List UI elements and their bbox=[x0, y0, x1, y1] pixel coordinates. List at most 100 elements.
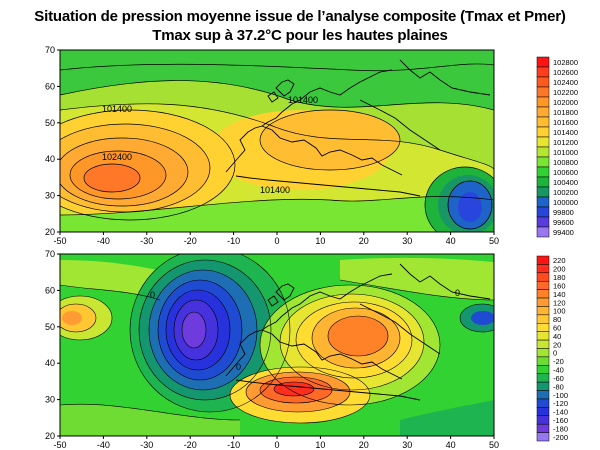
top-map-field bbox=[60, 50, 494, 232]
top-legend-label: 101000 bbox=[553, 148, 578, 157]
bottom-legend-label: 20 bbox=[553, 340, 561, 349]
top-legend-swatch bbox=[536, 56, 550, 68]
top-legend-label: 100200 bbox=[553, 188, 578, 197]
top-legend-label: 99400 bbox=[553, 228, 574, 237]
bottom-legend-swatch bbox=[536, 314, 550, 324]
bottom-legend-label: -40 bbox=[553, 366, 564, 375]
bottom-legend-label: -60 bbox=[553, 374, 564, 383]
bottom-x-tick-label: 20 bbox=[359, 440, 369, 450]
bottom-legend-swatch bbox=[536, 272, 550, 282]
bottom-legend-swatch bbox=[536, 323, 550, 332]
top-x-tick-label: 20 bbox=[359, 236, 369, 246]
top-legend-swatch bbox=[536, 186, 550, 198]
bottom-legend-swatch bbox=[536, 365, 550, 374]
top-legend-label: 99600 bbox=[553, 218, 574, 227]
top-pressure-map: -50 -40 -30 -20 -10 0 10 20 30 40 50 706050403020 … bbox=[45, 45, 578, 246]
bottom-legend-label: -180 bbox=[553, 424, 568, 433]
bottom-map-field bbox=[60, 254, 494, 436]
bottom-y-tick-label: 60 bbox=[45, 285, 55, 295]
top-legend-label: 102400 bbox=[553, 78, 578, 87]
top-legend-swatch bbox=[536, 86, 550, 98]
bottom-legend-swatch bbox=[536, 348, 550, 358]
bottom-legend-label: -120 bbox=[553, 399, 568, 408]
bottom-y-tick-label: 20 bbox=[45, 431, 55, 441]
top-y-tick-label: 70 bbox=[45, 45, 55, 55]
bottom-legend-swatch bbox=[536, 381, 550, 391]
top-legend-swatch bbox=[536, 76, 550, 88]
top-x-tick-label: -40 bbox=[97, 236, 110, 246]
bottom-x-tick-label: -30 bbox=[140, 440, 153, 450]
bottom-legend-swatch bbox=[536, 423, 550, 433]
bottom-legend-swatch bbox=[536, 398, 550, 408]
top-legend-swatch bbox=[536, 206, 550, 218]
bottom-legend-label: 220 bbox=[553, 256, 566, 265]
bottom-x-tick-label: 0 bbox=[274, 440, 279, 450]
top-y-tick-label: 20 bbox=[45, 227, 55, 237]
bottom-legend-label: 0 bbox=[553, 349, 557, 358]
top-x-tick-label: 10 bbox=[315, 236, 325, 246]
figure-title-line1: Situation de pression moyenne issue de l… bbox=[34, 8, 566, 25]
bottom-legend-label: 160 bbox=[553, 281, 566, 290]
top-legend-swatch bbox=[536, 216, 550, 228]
bottom-legend-label: 60 bbox=[553, 323, 561, 332]
top-y-tick-label: 30 bbox=[45, 191, 55, 201]
bottom-x-tick-label: -10 bbox=[227, 440, 240, 450]
bottom-legend-label: -160 bbox=[553, 416, 568, 425]
top-legend-label: 102000 bbox=[553, 98, 578, 107]
bottom-legend-label: -140 bbox=[553, 408, 568, 417]
bottom-legend-label: 40 bbox=[553, 332, 561, 341]
top-legend-label: 99800 bbox=[553, 208, 574, 217]
top-y-axis: 70 60 50 40 30 20 bbox=[45, 45, 60, 237]
bottom-anomaly-map: -50 -40 -30 -20 -10 0 10 20 30 40 50 706050403020 … bbox=[45, 249, 568, 450]
bottom-legend-label: -100 bbox=[553, 391, 568, 400]
bottom-legend-swatch bbox=[536, 280, 550, 290]
bottom-legend-label: 120 bbox=[553, 298, 566, 307]
bottom-legend-label: -80 bbox=[553, 382, 564, 391]
bottom-legend-swatch bbox=[536, 415, 550, 425]
top-x-axis: -50 -40 -30 -20 -10 0 10 20 30 40 50 bbox=[53, 232, 499, 246]
top-legend-swatch bbox=[536, 196, 550, 208]
bottom-contour-label: 0 bbox=[236, 362, 241, 372]
top-y-tick-label: 50 bbox=[45, 118, 55, 128]
bottom-legend-swatch bbox=[536, 373, 550, 383]
bottom-x-tick-label: -40 bbox=[97, 440, 110, 450]
top-y-tick-label: 40 bbox=[45, 154, 55, 164]
bottom-x-tick-label: 40 bbox=[446, 440, 456, 450]
top-legend-label: 102800 bbox=[553, 58, 578, 67]
top-legend-swatch bbox=[536, 226, 550, 238]
figure-title-line2: Tmax sup à 37.2°C pour les hautes plaine… bbox=[152, 27, 448, 44]
top-legend-swatch bbox=[536, 156, 550, 168]
bottom-legend-swatch bbox=[536, 255, 550, 265]
bottom-legend-label: -20 bbox=[553, 357, 564, 366]
bottom-legend-swatch bbox=[536, 356, 550, 366]
top-contour-label: 101400 bbox=[102, 104, 132, 114]
bottom-x-axis: -50 -40 -30 -20 -10 0 10 20 30 40 50 bbox=[53, 436, 499, 450]
top-legend-swatch bbox=[536, 106, 550, 118]
top-x-tick-label: 0 bbox=[274, 236, 279, 246]
top-x-tick-label: 40 bbox=[446, 236, 456, 246]
bottom-y-tick-label: 70 bbox=[45, 249, 55, 259]
bottom-legend-swatch bbox=[536, 407, 550, 417]
bottom-x-tick-label: 10 bbox=[315, 440, 325, 450]
top-legend-label: 101200 bbox=[553, 138, 578, 147]
top-legend-label: 102200 bbox=[553, 88, 578, 97]
top-x-tick-label: -10 bbox=[227, 236, 240, 246]
bottom-legend-label: 180 bbox=[553, 273, 566, 282]
top-legend-swatch bbox=[536, 96, 550, 108]
top-legend-label: 101400 bbox=[553, 128, 578, 137]
top-legend-label: 100800 bbox=[553, 158, 578, 167]
top-contour-label: 102400 bbox=[102, 152, 132, 162]
bottom-legend-label: 100 bbox=[553, 307, 566, 316]
bottom-legend-label: 80 bbox=[553, 315, 561, 324]
bottom-legend-label: -200 bbox=[553, 433, 568, 442]
top-legend-label: 101600 bbox=[553, 118, 578, 127]
bottom-y-tick-label: 30 bbox=[45, 395, 55, 405]
bottom-legend-swatch bbox=[536, 306, 550, 316]
top-legend-label: 100400 bbox=[553, 178, 578, 187]
top-y-tick-label: 60 bbox=[45, 81, 55, 91]
top-legend-label: 100600 bbox=[553, 168, 578, 177]
bottom-legend-swatch bbox=[536, 390, 550, 400]
top-legend-label: 102600 bbox=[553, 68, 578, 77]
bottom-legend-swatch bbox=[536, 339, 550, 349]
top-legend-swatch bbox=[536, 166, 550, 178]
